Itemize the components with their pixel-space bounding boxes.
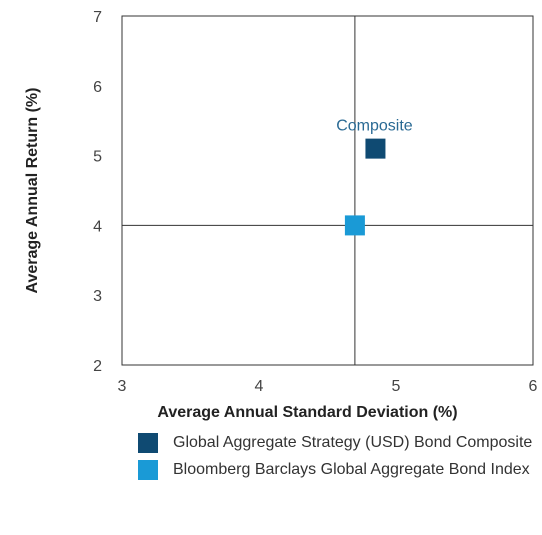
x-axis-ticks: 3 4 5 6 bbox=[118, 378, 538, 395]
y-tick-label: 2 bbox=[93, 358, 102, 375]
x-tick-label: 4 bbox=[255, 378, 264, 395]
plot-frame bbox=[121, 15, 534, 366]
data-points bbox=[344, 138, 386, 236]
y-tick-label: 3 bbox=[93, 288, 102, 305]
y-axis-title: Average Annual Return (%) bbox=[24, 88, 41, 294]
legend-swatch-index bbox=[138, 460, 158, 480]
legend-item-composite: Global Aggregate Strategy (USD) Bond Com… bbox=[133, 432, 533, 453]
y-tick-label: 4 bbox=[93, 218, 102, 235]
y-axis-ticks: 2 3 4 5 6 7 bbox=[93, 9, 102, 375]
legend-label-index: Bloomberg Barclays Global Aggregate Bond… bbox=[173, 461, 530, 478]
x-tick-label: 3 bbox=[118, 378, 127, 395]
legend-swatch-composite bbox=[138, 433, 158, 453]
legend: Global Aggregate Strategy (USD) Bond Com… bbox=[133, 432, 533, 486]
legend-item-index: Bloomberg Barclays Global Aggregate Bond… bbox=[133, 459, 533, 480]
point-composite bbox=[365, 138, 386, 159]
x-tick-label: 6 bbox=[529, 378, 538, 395]
y-tick-label: 7 bbox=[93, 9, 102, 26]
x-axis-title: Average Annual Standard Deviation (%) bbox=[157, 404, 457, 421]
legend-label-composite: Global Aggregate Strategy (USD) Bond Com… bbox=[173, 434, 533, 451]
y-tick-label: 5 bbox=[93, 149, 102, 166]
x-tick-label: 5 bbox=[392, 378, 401, 395]
composite-annotation: Composite bbox=[336, 118, 413, 135]
point-index bbox=[344, 215, 365, 236]
y-tick-label: 6 bbox=[93, 79, 102, 96]
